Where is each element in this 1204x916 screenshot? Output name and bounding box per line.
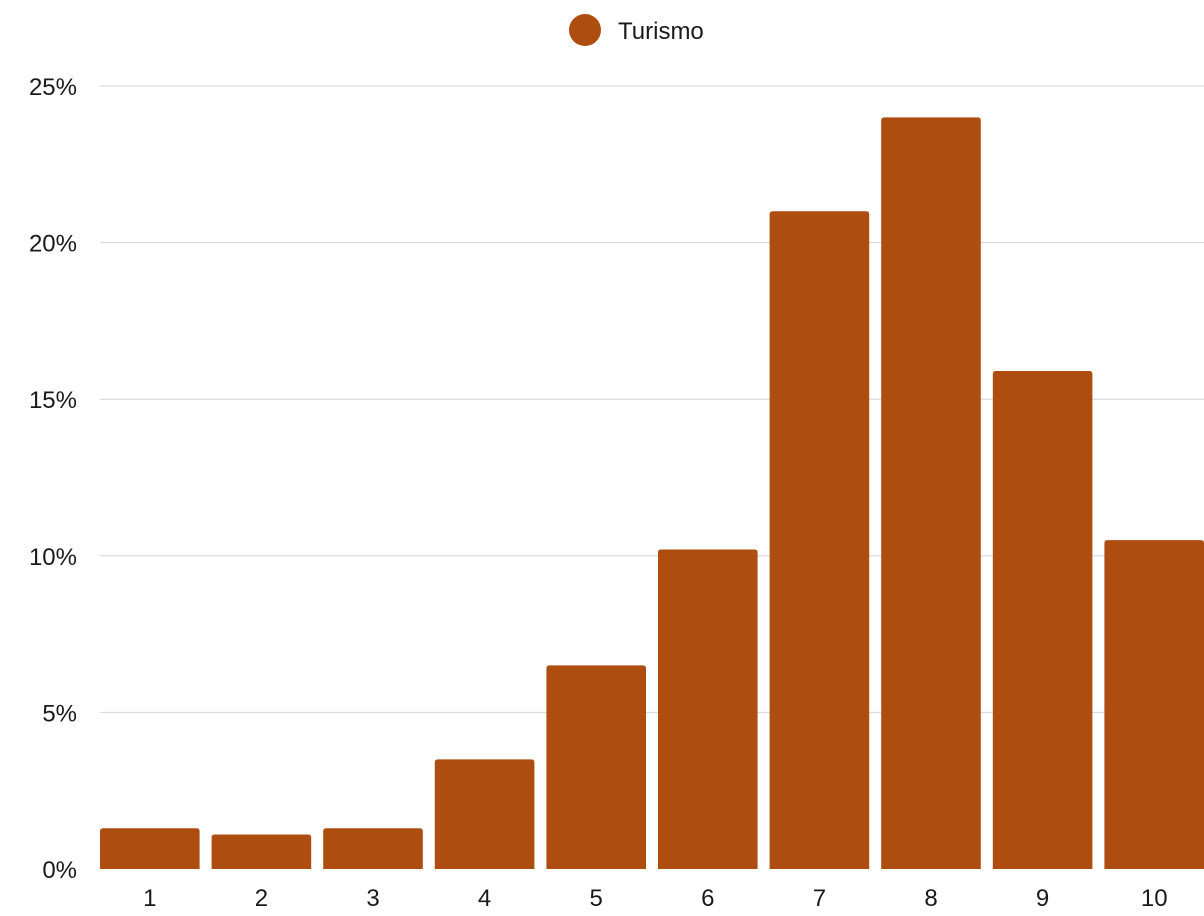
bars [100, 117, 1204, 869]
bar-4 [434, 759, 535, 869]
bar-1 [100, 828, 200, 869]
x-tick-label: 6 [701, 885, 714, 911]
x-tick-label: 3 [366, 885, 379, 911]
bar-8 [881, 117, 981, 869]
x-tick-label: 2 [255, 885, 268, 911]
legend-label-turismo: Turismo [618, 18, 704, 45]
x-tick-label: 4 [478, 885, 491, 911]
bar-9 [992, 371, 1093, 869]
y-tick-label: 20% [29, 231, 77, 258]
legend-swatch-turismo [569, 14, 601, 46]
x-tick-label: 5 [590, 885, 603, 911]
y-tick-label: 10% [29, 544, 77, 571]
x-axis: 1 2 3 4 5 6 7 8 9 10 [143, 885, 1168, 912]
y-tick-label: 0% [42, 857, 77, 884]
x-tick-label: 1 [143, 885, 156, 911]
y-tick-label: 15% [29, 387, 77, 414]
bar-10 [1104, 540, 1204, 869]
legend: Turismo [569, 14, 704, 46]
bar-5 [546, 665, 646, 869]
bar-6 [658, 549, 758, 869]
bar-2 [211, 834, 312, 869]
bar-7 [769, 211, 870, 869]
y-tick-label: 5% [42, 700, 77, 727]
x-tick-label: 9 [1036, 885, 1049, 911]
x-tick-label: 10 [1141, 885, 1168, 911]
y-tick-label: 25% [29, 74, 77, 101]
y-axis: 0% 5% 10% 15% 20% 25% [29, 74, 77, 884]
x-tick-label: 7 [813, 885, 826, 911]
bar-3 [323, 828, 423, 869]
x-tick-label: 8 [924, 885, 937, 911]
